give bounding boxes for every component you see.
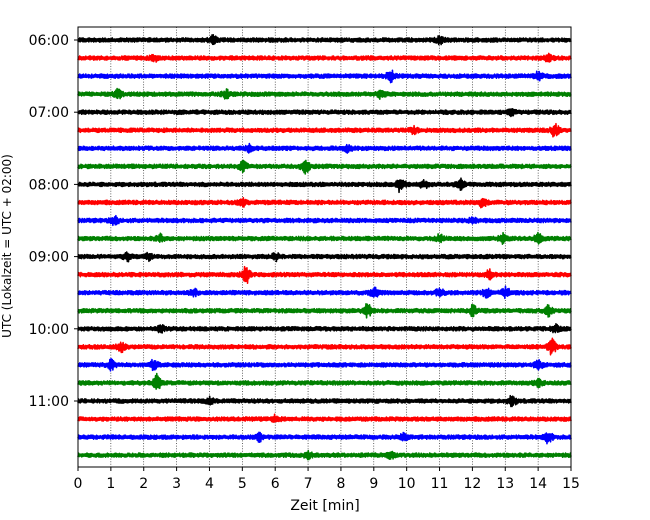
plot-frame <box>77 26 572 468</box>
x-tick-label: 6 <box>271 476 280 492</box>
y-tick-label: 06:00 <box>29 33 69 49</box>
trace-0715 <box>77 122 572 138</box>
x-axis: 0 1 2 3 4 5 6 7 8 9 10 11 12 13 14 15 <box>74 467 580 492</box>
trace-0615 <box>77 52 572 63</box>
trace-0830 <box>77 214 572 227</box>
seismogram-traces <box>77 34 572 461</box>
trace-0600 <box>77 34 572 46</box>
trace-1045 <box>77 372 572 390</box>
y-tick-label: 09:00 <box>29 250 69 266</box>
trace-1000 <box>77 323 572 334</box>
trace-0930 <box>77 285 572 300</box>
x-tick-label: 15 <box>562 476 580 492</box>
x-tick-label: 11 <box>431 476 449 492</box>
y-tick-label: 07:00 <box>29 105 69 121</box>
trace-0915 <box>77 265 572 285</box>
x-tick-label: 10 <box>398 476 416 492</box>
y-axis: 06:00 07:00 08:00 09:00 10:00 11:00 <box>29 33 78 410</box>
x-tick-label: 0 <box>74 476 83 492</box>
trace-1145 <box>77 449 572 461</box>
x-tick-label: 4 <box>205 476 214 492</box>
trace-1100 <box>77 394 572 408</box>
trace-1130 <box>77 431 572 445</box>
trace-0815 <box>77 197 572 209</box>
trace-0800 <box>77 177 572 194</box>
x-tick-label: 13 <box>496 476 514 492</box>
trace-0700 <box>77 108 572 118</box>
x-axis-label: Zeit [min] <box>290 498 359 514</box>
y-axis-label: UTC (Lokalzeit = UTC + 02:00) <box>0 154 14 338</box>
x-tick-label: 3 <box>172 476 181 492</box>
trace-0900 <box>77 251 572 263</box>
grid-lines <box>110 27 539 467</box>
trace-1015 <box>77 337 572 356</box>
x-tick-label: 1 <box>106 476 115 492</box>
trace-0945 <box>77 302 572 319</box>
trace-0630 <box>77 69 572 84</box>
trace-0845 <box>77 231 572 245</box>
x-tick-label: 14 <box>529 476 547 492</box>
trace-1115 <box>77 413 572 423</box>
trace-0745 <box>77 159 572 175</box>
x-tick-label: 2 <box>139 476 148 492</box>
trace-0730 <box>77 142 572 154</box>
y-tick-label: 08:00 <box>29 177 69 193</box>
x-tick-label: 8 <box>336 476 345 492</box>
trace-0645 <box>77 87 572 100</box>
y-tick-label: 10:00 <box>29 322 69 338</box>
x-tick-label: 12 <box>463 476 481 492</box>
y-tick-label: 11:00 <box>29 394 69 410</box>
x-tick-label: 5 <box>238 476 247 492</box>
x-tick-label: 9 <box>369 476 378 492</box>
x-tick-label: 7 <box>304 476 313 492</box>
trace-1030 <box>77 357 572 372</box>
